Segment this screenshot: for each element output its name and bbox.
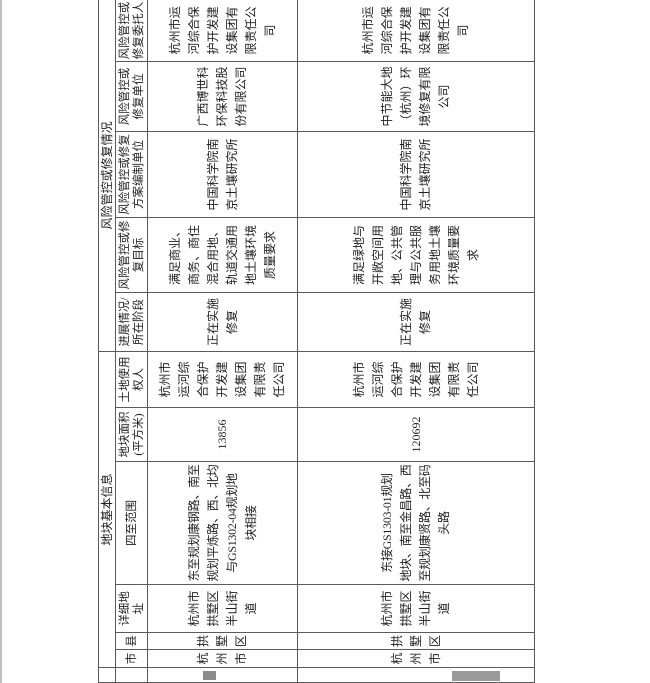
page-edge-shadow [0,0,2,683]
table-row-parcel-2: 杭州市 拱墅区 杭州市 拱墅区 半山街 道 东接GS1303-01规划 地块、南… [297,0,535,683]
group-header-parcel-basic-info: 地块基本信息 [98,351,116,668]
cell-city: 杭州市 [297,649,535,668]
cell-county: 拱墅区 [297,632,535,650]
cell-plan-unit: 中国科学院南 京土壤研究所 [147,131,298,218]
cell-plan-unit: 中国科学院南 京土壤研究所 [297,131,535,218]
table-row-parcel-1: 杭州市 拱墅区 杭州市 拱墅区 半山街 道 东至规划康钢路、南至 规划平炼路、西… [147,0,298,683]
cell-remediation-unit: 广西博世科 环保科技股 份有限公司 [147,61,298,132]
cell-area: 13856 [147,407,298,462]
group-header-row: 地块基本信息 风险管控或修复情况 [98,0,116,683]
header-plan-unit: 风险管控或修复 方案编制单位 [115,131,148,218]
cutoff-cell [115,667,148,683]
cutoff-cell [297,667,535,683]
column-header-row: 市 县 详细地 址 四至范围 地块面积 (平方米) 土地使用 权人 进展情况/ … [115,0,148,683]
cell-county: 拱墅区 [147,632,298,650]
header-area: 地块面积 (平方米) [115,407,148,462]
header-remediation-unit: 风险管控或 修复单位 [115,61,148,132]
group-header-risk-remediation: 风险管控或修复情况 [98,0,116,352]
cell-address: 杭州市 拱墅区 半山街 道 [297,584,535,633]
cell-land-user: 杭州市 运河综 合保护 开发建 设集团 有限责 任公司 [147,351,298,408]
cell-area: 120692 [297,407,535,462]
header-progress: 进展情况/ 所在阶段 [115,292,148,352]
cell-target: 满足绿地与 开敞空间用 地、公共管 理与公共服 务用地土壤 环境质量要 求 [297,217,535,293]
cell-city: 杭州市 [147,649,298,668]
cell-target: 满足商业、 商务、商住 混合用地、 轨道交通用 地土壤环境 质量要求 [147,217,298,293]
cell-client: 杭州市运 河综合保 护开发建 设集团有 限责任公 司 [147,0,298,62]
header-address: 详细地 址 [115,584,148,633]
header-target: 风险管控或修 复目标 [115,217,148,293]
cell-boundaries: 东至规划康钢路、南至 规划平炼路、西、北均 与GS1302-04规划地 块相接 [147,461,298,585]
cell-land-user: 杭州市 运河综 合保护 开发建 设集团 有限责 任公司 [297,351,535,408]
header-client: 风险管控或 修复委托人 [115,0,148,62]
header-land-user: 土地使用 权人 [115,351,148,408]
cell-boundaries: 东接GS1303-01规划 地块、南至金昌路、西 至规划康贤路、北至码 头路 [297,461,535,585]
cell-client: 杭州市运 河综合保 护开发建 设集团有 限责任公 司 [297,0,535,62]
cell-progress: 正在实施 修复 [147,292,298,352]
cutoff-cell [98,667,116,683]
cell-progress: 正在实施 修复 [297,292,535,352]
header-boundaries: 四至范围 [115,461,148,585]
header-county: 县 [115,632,148,650]
cell-address: 杭州市 拱墅区 半山街 道 [147,584,298,633]
cell-remediation-unit: 中节能大地 （杭州）环 境修复有限 公司 [297,61,535,132]
header-city: 市 [115,649,148,668]
cutoff-cell [147,667,298,683]
parcel-info-table: 地块基本信息 风险管控或修复情况 市 县 详细地 址 四至范围 地块面积 (平方… [98,0,535,683]
